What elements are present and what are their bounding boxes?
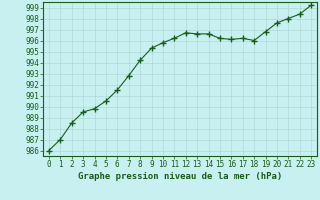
X-axis label: Graphe pression niveau de la mer (hPa): Graphe pression niveau de la mer (hPa) [78,172,282,181]
